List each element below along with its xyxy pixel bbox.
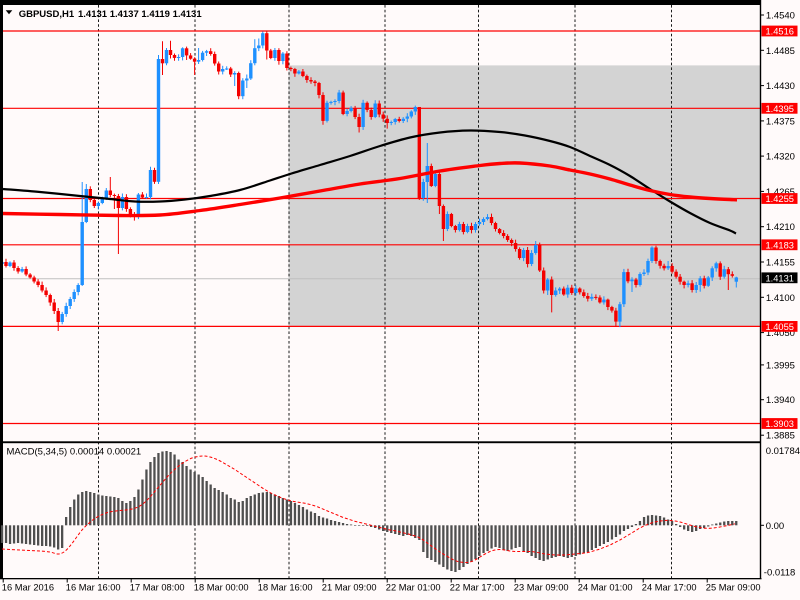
svg-text:0.01784: 0.01784: [766, 446, 800, 457]
svg-text:1.4183: 1.4183: [766, 240, 794, 250]
svg-text:1.3903: 1.3903: [766, 419, 794, 429]
svg-text:1.4050: 1.4050: [766, 328, 795, 339]
svg-text:1.4265: 1.4265: [766, 187, 795, 198]
svg-text:0.00: 0.00: [766, 521, 785, 532]
svg-text:1.4516: 1.4516: [766, 27, 794, 37]
svg-text:25 Mar 09:00: 25 Mar 09:00: [706, 583, 761, 593]
svg-text:17 Mar 08:00: 17 Mar 08:00: [130, 583, 185, 593]
svg-text:1.3995: 1.3995: [766, 360, 795, 371]
svg-text:1.4255: 1.4255: [766, 194, 794, 204]
svg-text:1.4055: 1.4055: [766, 322, 794, 332]
svg-text:16 Mar 16:00: 16 Mar 16:00: [66, 583, 121, 593]
svg-text:-0.0118: -0.0118: [764, 568, 796, 579]
svg-text:16 Mar 2016: 16 Mar 2016: [2, 583, 54, 593]
svg-text:1.3885: 1.3885: [766, 431, 795, 442]
svg-text:1.4131: 1.4131: [766, 273, 794, 283]
svg-text:1.4540: 1.4540: [766, 11, 795, 22]
svg-text:MACD(5,34,5) 0.00014 0.00021: MACD(5,34,5) 0.00014 0.00021: [7, 447, 142, 458]
svg-text:1.4320: 1.4320: [766, 152, 795, 163]
svg-text:GBPUSD,H1: GBPUSD,H1: [19, 9, 75, 20]
svg-text:1.4395: 1.4395: [766, 104, 794, 114]
svg-text:22 Mar 01:00: 22 Mar 01:00: [386, 583, 441, 593]
svg-text:1.4485: 1.4485: [766, 46, 795, 57]
svg-text:18 Mar 00:00: 18 Mar 00:00: [194, 583, 249, 593]
svg-text:1.4375: 1.4375: [766, 116, 795, 127]
svg-text:23 Mar 09:00: 23 Mar 09:00: [514, 583, 569, 593]
svg-text:1.4131 1.4137 1.4119 1.4131: 1.4131 1.4137 1.4119 1.4131: [78, 9, 202, 20]
svg-text:21 Mar 09:00: 21 Mar 09:00: [322, 583, 377, 593]
svg-text:24 Mar 17:00: 24 Mar 17:00: [642, 583, 697, 593]
svg-text:1.4100: 1.4100: [766, 293, 795, 304]
svg-text:24 Mar 01:00: 24 Mar 01:00: [578, 583, 633, 593]
svg-text:1.4430: 1.4430: [766, 81, 795, 92]
svg-text:1.4155: 1.4155: [766, 258, 795, 269]
svg-text:1.3940: 1.3940: [766, 395, 795, 406]
svg-text:18 Mar 16:00: 18 Mar 16:00: [258, 583, 313, 593]
svg-text:22 Mar 17:00: 22 Mar 17:00: [450, 583, 505, 593]
svg-text:1.4210: 1.4210: [766, 222, 795, 233]
